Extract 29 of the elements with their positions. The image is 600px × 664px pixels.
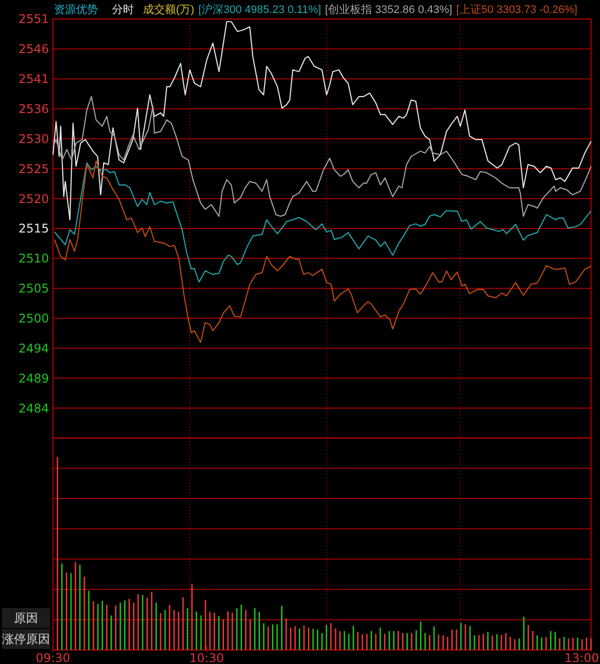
- y-tick-label: 2541: [18, 72, 49, 86]
- chart-title: 资源优势: [54, 3, 98, 16]
- y-tick-label: 2525: [18, 162, 49, 176]
- y-tick-label: 2515: [18, 222, 49, 236]
- button: 涨停原因: [2, 629, 50, 649]
- y-tick-label: 2484: [18, 401, 49, 416]
- y-tick-label: 2489: [18, 371, 49, 386]
- line-series: [52, 21, 592, 220]
- y-tick-label: 2536: [18, 102, 49, 116]
- text: [沪深300 4985.23 0.11%]: [198, 3, 322, 16]
- y-tick-label: 2510: [18, 252, 49, 266]
- x-tick-label: 10:30: [189, 651, 224, 664]
- y-tick-label: 2546: [18, 42, 49, 56]
- x-tick-label: 13:00: [564, 651, 599, 664]
- x-tick-label: 09:30: [36, 651, 70, 664]
- line-series: [54, 160, 592, 343]
- y-tick-label: 2505: [18, 282, 49, 296]
- button: 原因: [2, 608, 50, 628]
- chart-subtitle: 分时: [112, 3, 134, 16]
- y-tick-label: 2494: [18, 341, 49, 356]
- text: [上证50 3303.73 -0.26%]: [456, 3, 578, 16]
- text: 成交额(万): [143, 3, 194, 16]
- text: [创业板指 3352.86 0.43%]: [325, 3, 452, 16]
- y-tick-label: 2500: [18, 311, 49, 326]
- y-tick-label: 2520: [18, 192, 49, 206]
- line-series: [54, 162, 592, 283]
- line-series: [52, 96, 592, 217]
- y-tick-label: 2530: [18, 132, 49, 146]
- y-tick-label: 2551: [18, 12, 49, 26]
